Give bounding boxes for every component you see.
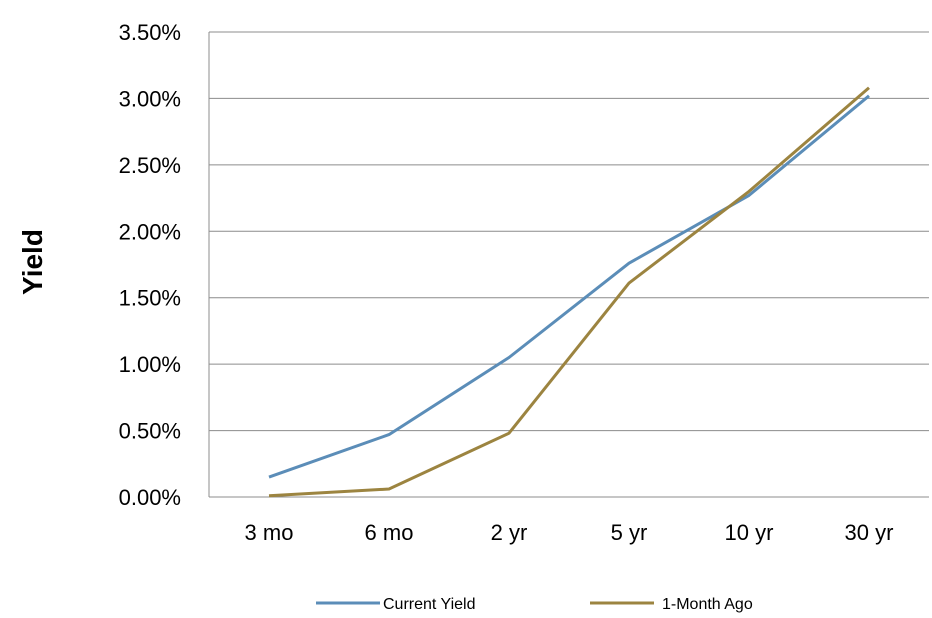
y-tick-label: 0.50% [119,419,181,444]
y-tick-label: 2.00% [119,219,181,244]
x-tick-labels: 3 mo 6 mo 2 yr 5 yr 10 yr 30 yr [245,520,894,545]
legend: Current Yield 1-Month Ago [316,596,753,613]
y-tick-label: 3.50% [119,20,181,45]
y-tick-label: 1.50% [119,286,181,311]
axes [208,32,929,498]
x-tick-label: 3 mo [245,520,294,545]
y-tick-label: 3.00% [119,86,181,111]
series-line-1-month-ago [268,86,870,498]
series-line-current-yield [268,94,870,479]
x-tick-label: 30 yr [845,520,894,545]
y-tick-label: 0.00% [119,485,181,510]
x-tick-label: 2 yr [491,520,528,545]
x-tick-label: 5 yr [611,520,648,545]
legend-label: 1-Month Ago [662,596,753,613]
y-tick-labels: 0.00% 0.50% 1.00% 1.50% 2.00% 2.50% 3.00% 3.50% [119,20,181,510]
series-lines [268,86,870,498]
x-tick-label: 10 yr [725,520,774,545]
y-axis-label: Yield [17,229,48,295]
y-tick-label: 2.50% [119,153,181,178]
gridlines [209,31,929,432]
x-tick-label: 6 mo [365,520,414,545]
legend-label: Current Yield [383,596,476,613]
y-tick-label: 1.00% [119,352,181,377]
